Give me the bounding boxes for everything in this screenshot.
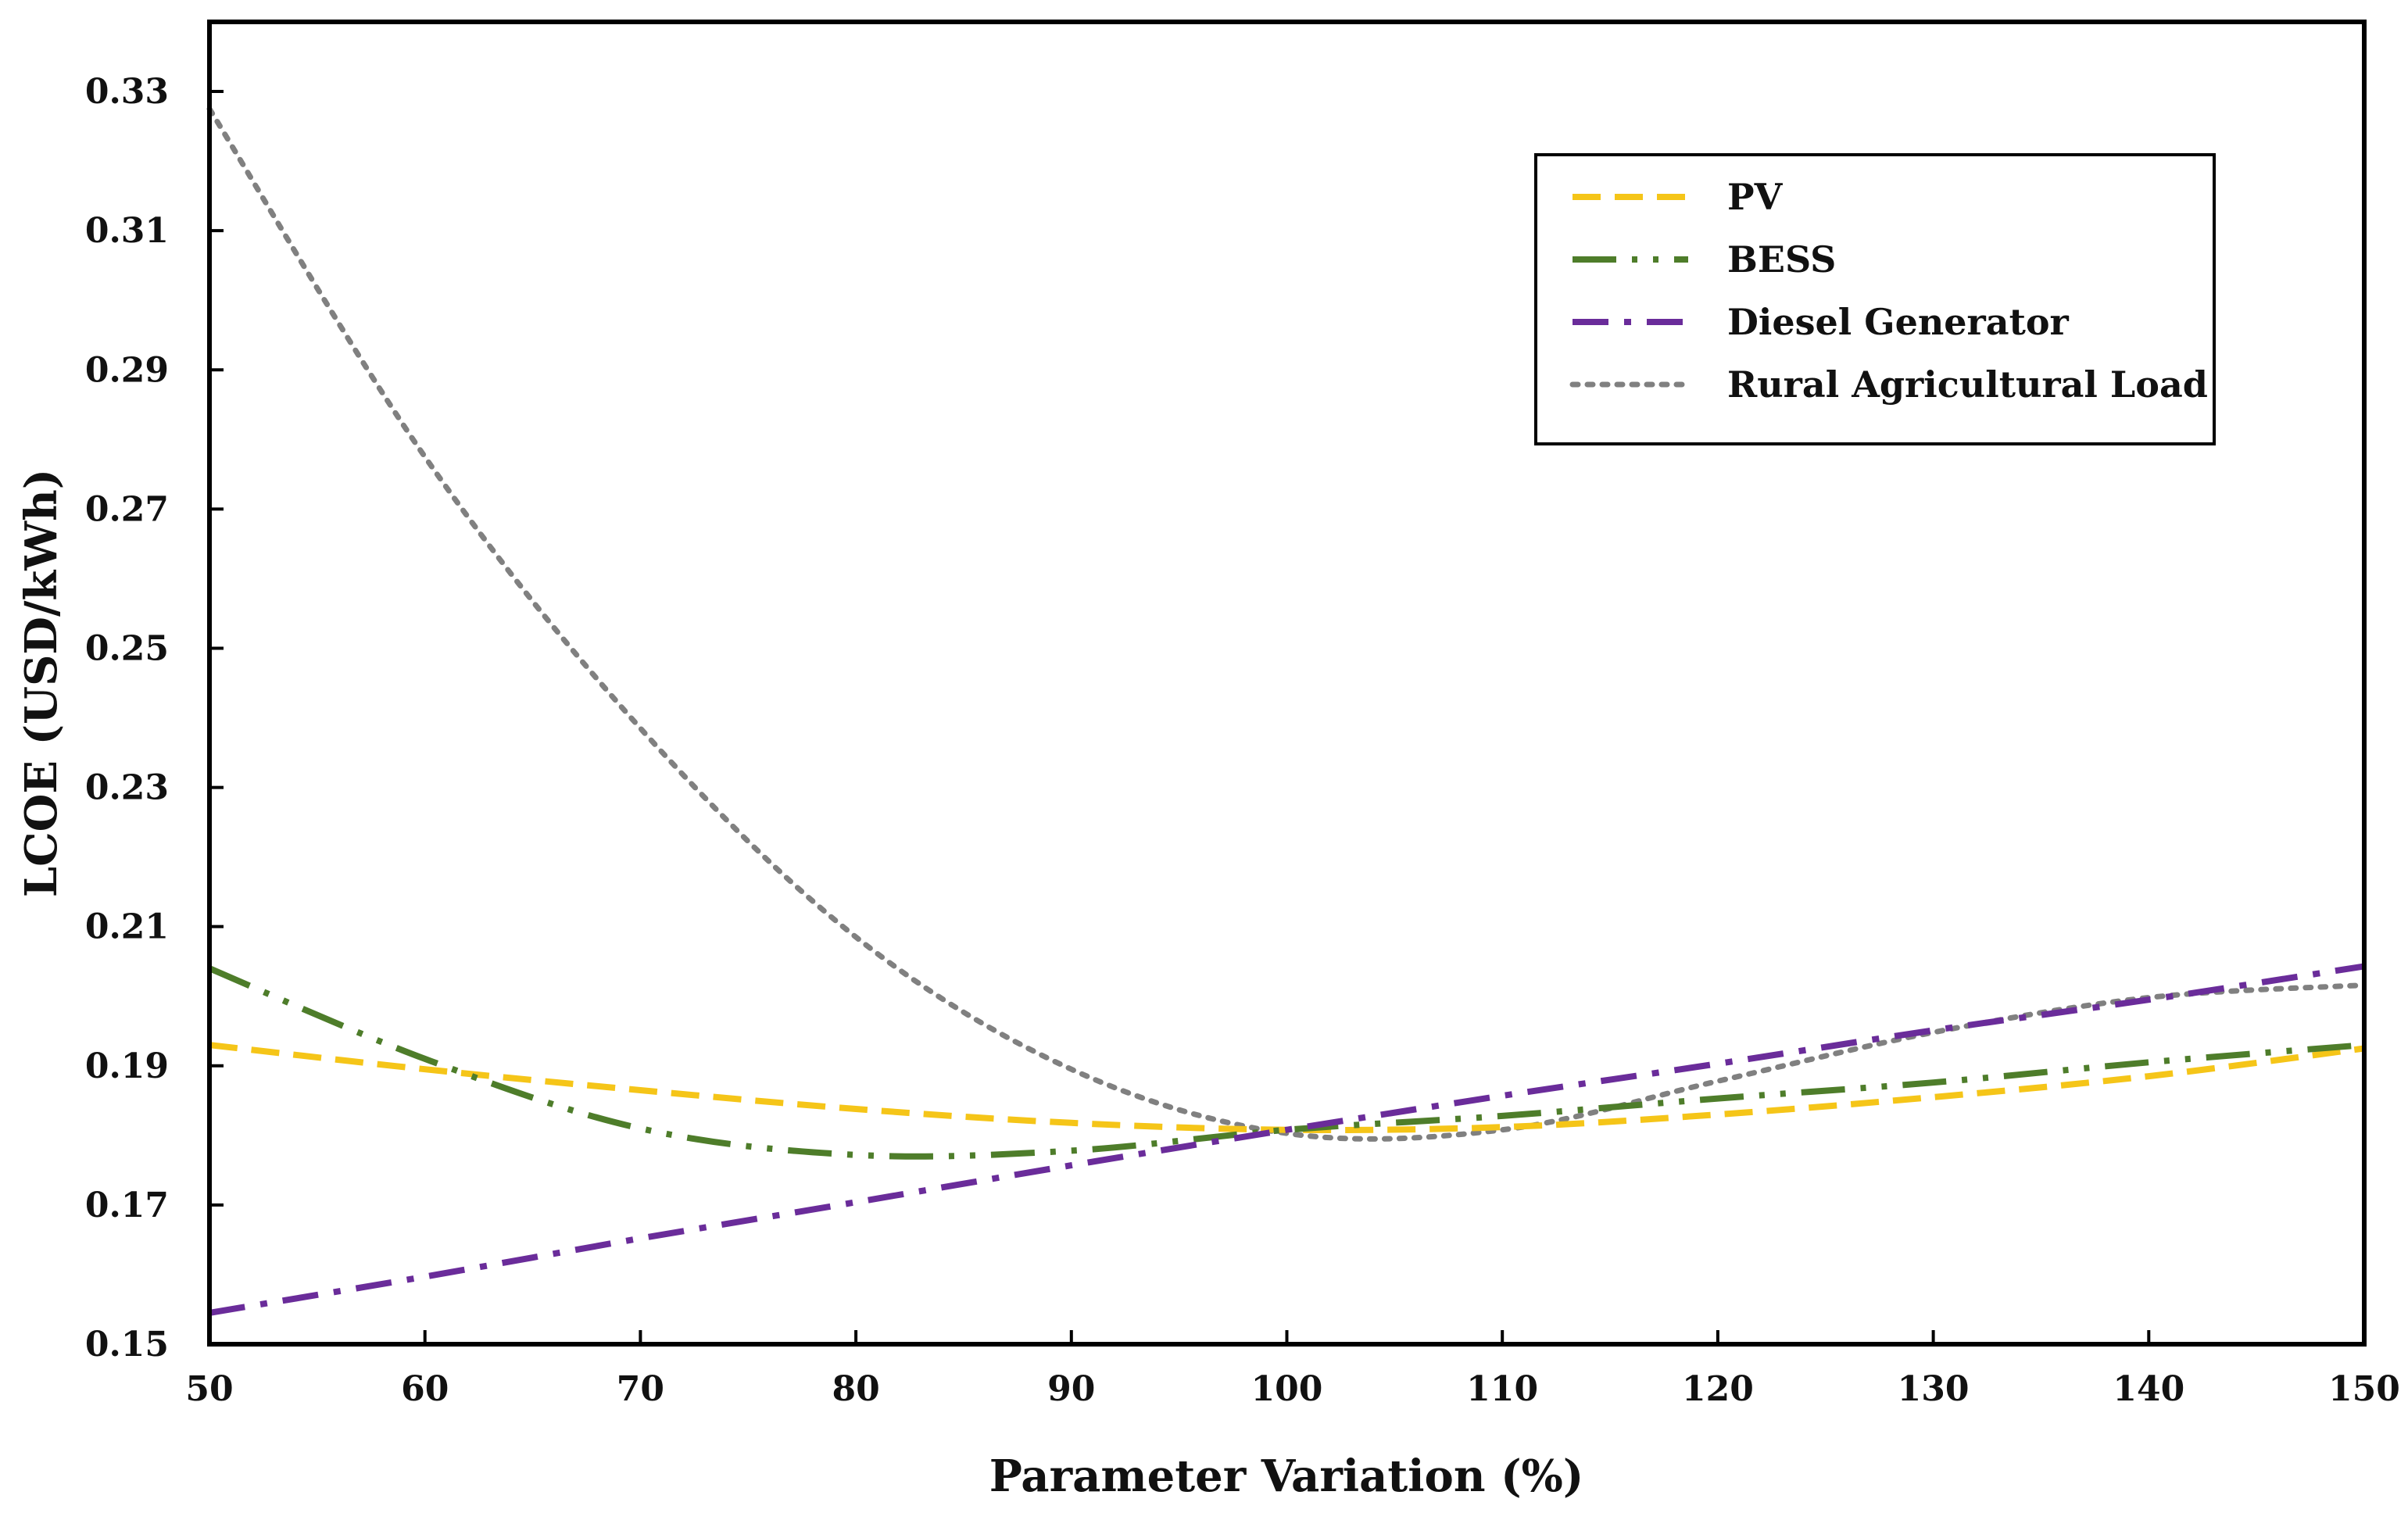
legend-label-bess: BESS [1727, 238, 1836, 281]
x-tick-label: 50 [185, 1369, 233, 1409]
x-tick-label: 70 [617, 1369, 664, 1409]
y-tick-label: 0.31 [85, 211, 169, 251]
x-tick-label: 90 [1047, 1369, 1095, 1409]
ticks-layer: 50 60 70 80 90 100 110 120 130 140 150 0.15 0.17 0.19… [85, 72, 2400, 1409]
series-line-diesel-generator [209, 963, 2365, 1316]
x-tick-label: 130 [1898, 1369, 1970, 1409]
y-tick-label: 0.15 [85, 1325, 169, 1365]
x-tick-label: 140 [2113, 1369, 2184, 1409]
y-tick-label: 0.17 [85, 1186, 169, 1225]
legend-items: PV BESS Diesel Generator Rural Agricultural… [1569, 176, 2208, 406]
x-tick-label: 60 [401, 1369, 449, 1409]
legend-label-rural-agricultural-load: Rural Agricultural Load [1727, 363, 2208, 406]
y-tick-label: 0.27 [85, 489, 169, 529]
y-tick-label: 0.33 [85, 72, 169, 112]
y-tick-label: 0.21 [85, 907, 169, 947]
series-layer [206, 106, 2367, 1316]
legend-label-diesel-generator: Diesel Generator [1727, 301, 2070, 343]
y-tick-label: 0.25 [85, 628, 169, 668]
y-tick-label: 0.29 [85, 350, 169, 390]
x-tick-label: 120 [1682, 1369, 1754, 1409]
y-tick-label: 0.19 [85, 1046, 169, 1086]
x-tick-label: 110 [1466, 1369, 1538, 1409]
series-line-rural-agricultural-load [206, 106, 2367, 1142]
x-tick-label: 150 [2328, 1369, 2400, 1409]
legend-box [1534, 153, 2216, 445]
x-tick-label: 80 [832, 1369, 879, 1409]
x-tick-label: 100 [1251, 1369, 1323, 1409]
y-tick-label: 0.23 [85, 768, 169, 808]
legend: PV BESS Diesel Generator Rural Agricultural… [1534, 153, 2216, 445]
x-axis-title: Parameter Variation (%) [989, 1450, 1584, 1502]
y-axis-title: LCOE (USD/kWh) [16, 469, 67, 898]
legend-label-pv: PV [1727, 176, 1784, 218]
